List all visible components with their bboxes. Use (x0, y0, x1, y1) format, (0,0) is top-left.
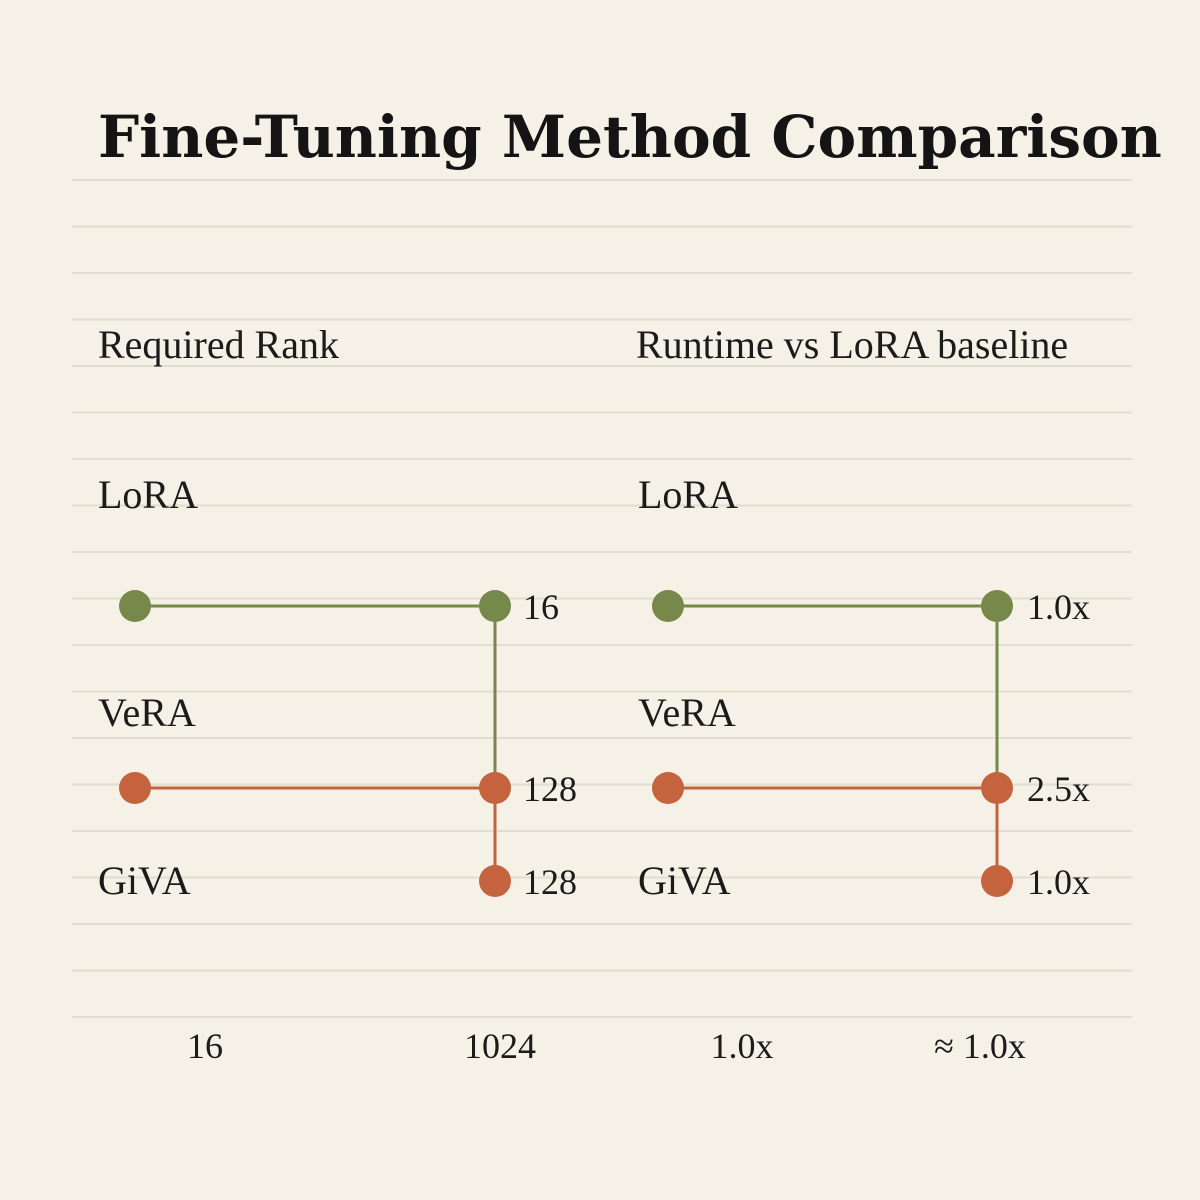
value-label: 2.5x (1027, 769, 1090, 809)
panel-title: Runtime vs LoRA baseline (636, 322, 1068, 367)
x-tick-label: 1024 (464, 1026, 536, 1066)
x-tick-label: 16 (187, 1026, 223, 1066)
start-point (119, 590, 151, 622)
value-label: 16 (523, 587, 559, 627)
background-rules (72, 179, 1132, 1018)
method-label: GiVA (98, 858, 191, 903)
chart-title: Fine-Tuning Method Comparison (98, 103, 1162, 171)
panel-2: Runtime vs LoRA baseline LoRA 1.0x VeRA 2.5x… (636, 322, 1090, 1066)
x-tick-label: 1.0x (711, 1026, 774, 1066)
method-label: LoRA (638, 472, 738, 517)
start-point (652, 590, 684, 622)
end-point (981, 865, 1013, 897)
end-point (479, 865, 511, 897)
start-point (119, 772, 151, 804)
panel-title: Required Rank (98, 322, 339, 367)
panel-1: Required Rank LoRA 16 VeRA 128 GiVA 128 16 1024 (98, 322, 577, 1066)
method-label: LoRA (98, 472, 198, 517)
end-point (479, 772, 511, 804)
x-tick-label: ≈ 1.0x (934, 1026, 1026, 1066)
value-label: 128 (523, 769, 577, 809)
value-label: 1.0x (1027, 587, 1090, 627)
end-point (981, 772, 1013, 804)
method-label: GiVA (638, 858, 731, 903)
start-point (652, 772, 684, 804)
method-label: VeRA (98, 690, 196, 735)
end-point (479, 590, 511, 622)
end-point (981, 590, 1013, 622)
value-label: 128 (523, 862, 577, 902)
method-label: VeRA (638, 690, 736, 735)
value-label: 1.0x (1027, 862, 1090, 902)
